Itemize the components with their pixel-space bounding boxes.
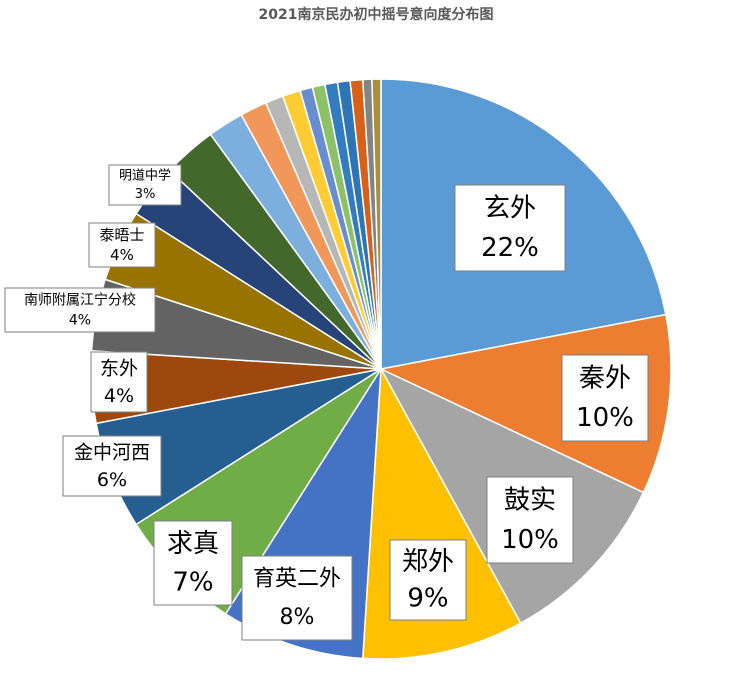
label-box [561,354,649,442]
label-box [241,555,353,641]
label-category: 求真 [167,529,219,559]
label-box [4,287,156,333]
label-value: 4% [69,313,91,329]
label-category: 郑外 [402,547,454,577]
label-category: 泰晤士 [99,226,144,244]
data-label: 明道中学 3% [108,164,182,206]
data-label: 育英二外 8% [241,555,353,641]
label-category: 育英二外 [253,567,341,592]
label-value: 22% [481,233,539,263]
label-value: 4% [104,385,134,407]
label-category: 明道中学 [119,168,171,184]
label-box [389,539,467,621]
data-label: 秦外 10% [561,354,649,442]
data-label: 南师附属江宁分校 4% [4,287,156,333]
data-label: 郑外 9% [389,539,467,621]
label-box [153,520,233,606]
data-label: 泰晤士 4% [88,222,156,268]
data-label: 东外 4% [90,351,148,413]
label-value: 9% [407,584,448,614]
label-box [62,435,162,497]
label-value: 8% [280,605,315,630]
label-value: 3% [135,187,156,202]
label-category: 鼓实 [504,486,556,516]
label-category: 南师附属江宁分校 [24,291,136,308]
chart-title: 2021南京民办初中摇号意向度分布图 [259,6,494,23]
label-value: 10% [501,525,559,555]
label-value: 4% [110,246,134,264]
label-box [454,184,566,272]
pie-slice [371,78,382,370]
label-category: 秦外 [579,364,631,394]
label-value: 10% [576,403,634,433]
data-label: 玄外 22% [454,184,566,272]
data-label: 金中河西 6% [62,435,162,497]
label-category: 东外 [100,357,138,379]
label-box [108,164,182,206]
label-value: 6% [97,469,127,491]
label-category: 玄外 [484,194,536,224]
label-box [88,222,156,268]
label-box [486,476,574,564]
label-box [90,351,148,413]
label-category: 金中河西 [74,441,150,463]
data-label: 鼓实 10% [486,476,574,564]
label-value: 7% [172,568,213,598]
data-label: 求真 7% [153,520,233,606]
